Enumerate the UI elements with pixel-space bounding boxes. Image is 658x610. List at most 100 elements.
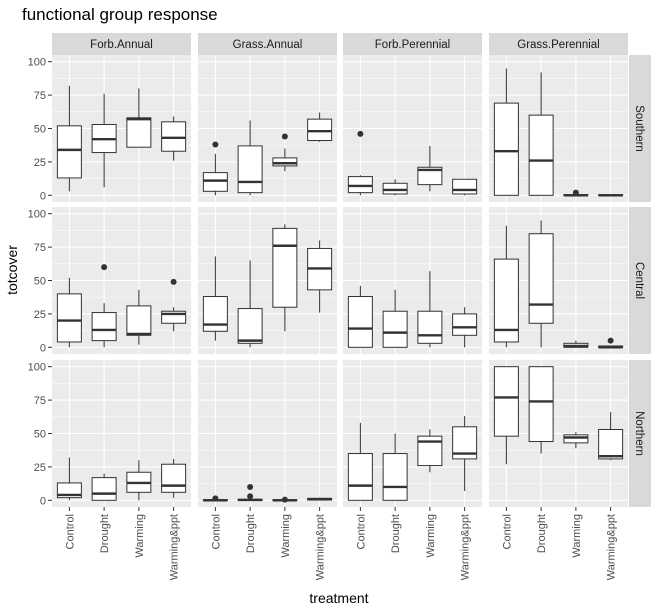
row-strip (629, 55, 651, 202)
y-tick-label: 50 (34, 276, 46, 288)
outlier-point (281, 496, 288, 503)
box-iqr (452, 313, 478, 336)
y-tick-label: 25 (34, 462, 46, 474)
column-strip-label: Grass.Perennial (517, 39, 599, 51)
x-tick-label: Warming (134, 514, 146, 558)
boxplot (56, 277, 82, 348)
y-tick-label: 0 (40, 190, 46, 202)
y-tick-label: 0 (40, 495, 46, 507)
row-strip-label: Central (633, 262, 645, 299)
box-iqr (56, 293, 82, 343)
box-iqr (528, 114, 554, 196)
boxplot (382, 433, 408, 501)
y-tick-label: 25 (34, 309, 46, 321)
row-strip-label: Southern (633, 105, 645, 152)
chart-title: functional group response (22, 5, 218, 24)
y-tick-label: 75 (34, 90, 46, 102)
box-iqr (452, 178, 478, 195)
boxplot (272, 496, 298, 503)
outlier-point (212, 141, 219, 148)
boxplot (417, 145, 443, 192)
box-iqr (272, 227, 298, 308)
box-iqr (237, 308, 263, 344)
boxplot (126, 289, 152, 345)
box-iqr (126, 305, 152, 336)
row-strip (629, 360, 651, 507)
boxplot (563, 432, 589, 449)
boxplot (237, 483, 263, 502)
boxplot (382, 289, 408, 348)
box-iqr (347, 176, 373, 194)
row-strip (629, 207, 651, 354)
boxplot (307, 240, 333, 313)
boxplot (563, 189, 589, 197)
boxplot (347, 130, 373, 196)
box-iqr (382, 310, 408, 348)
facet-panels: Forb.Annual Grass.Annual Forb.Perennial Gra… (28, 33, 651, 580)
boxplot (528, 366, 554, 454)
boxplot (528, 72, 554, 196)
box-iqr (202, 172, 228, 192)
facet-panel (198, 360, 337, 507)
column-strip (198, 33, 337, 55)
box-iqr (161, 463, 187, 493)
boxplot (417, 429, 443, 473)
y-tick-label: 50 (34, 124, 46, 136)
boxplot (202, 495, 228, 502)
box-iqr (272, 157, 298, 167)
column-strip (52, 33, 191, 55)
x-tick-label: Drought (99, 514, 111, 553)
boxplot (598, 412, 624, 461)
outlier-point (212, 495, 219, 502)
box-iqr (307, 118, 333, 142)
boxplot (161, 116, 187, 161)
boxplot (91, 264, 117, 348)
boxplot (493, 68, 519, 196)
x-axis-label: treatment (309, 590, 368, 606)
box-iqr (528, 233, 554, 324)
x-tick-label: Warming&ppt (606, 514, 618, 580)
x-tick-label: Control (210, 514, 222, 549)
box-iqr (417, 310, 443, 344)
y-tick-label: 75 (34, 395, 46, 407)
y-tick-label: 100 (28, 362, 46, 374)
column-strip-label: Forb.Perennial (375, 39, 450, 51)
boxplot (237, 260, 263, 348)
y-tick-label: 100 (28, 57, 46, 69)
box-iqr (347, 453, 373, 501)
box-iqr (493, 102, 519, 196)
row-strip-label: Northern (633, 411, 645, 456)
boxplot (237, 120, 263, 196)
box-iqr (493, 366, 519, 437)
x-tick-label: Drought (536, 514, 548, 553)
boxplot (272, 224, 298, 332)
outlier-point (357, 130, 364, 137)
x-tick-label: Warming (425, 514, 437, 558)
boxplot (307, 112, 333, 142)
y-tick-label: 75 (34, 242, 46, 254)
box-iqr (347, 296, 373, 348)
box-iqr (56, 125, 82, 179)
box-iqr (161, 121, 187, 152)
boxplot (598, 194, 624, 197)
box-iqr (91, 312, 117, 342)
boxplot (452, 307, 478, 348)
outlier-point (607, 337, 614, 344)
boxplot (452, 416, 478, 491)
boxplot (452, 178, 478, 196)
boxplot (347, 422, 373, 501)
x-tick-label: Warming&ppt (169, 514, 181, 580)
outlier-point (170, 278, 177, 285)
box-iqr (126, 117, 152, 148)
box-iqr (417, 166, 443, 186)
box-iqr (382, 182, 408, 195)
x-tick-label: Control (501, 514, 513, 549)
column-strip (343, 33, 482, 55)
x-tick-label: Warming&ppt (460, 514, 472, 580)
outlier-point (247, 493, 254, 500)
x-tick-label: Drought (390, 514, 402, 553)
boxplot (598, 337, 624, 349)
box-iqr (202, 296, 228, 332)
